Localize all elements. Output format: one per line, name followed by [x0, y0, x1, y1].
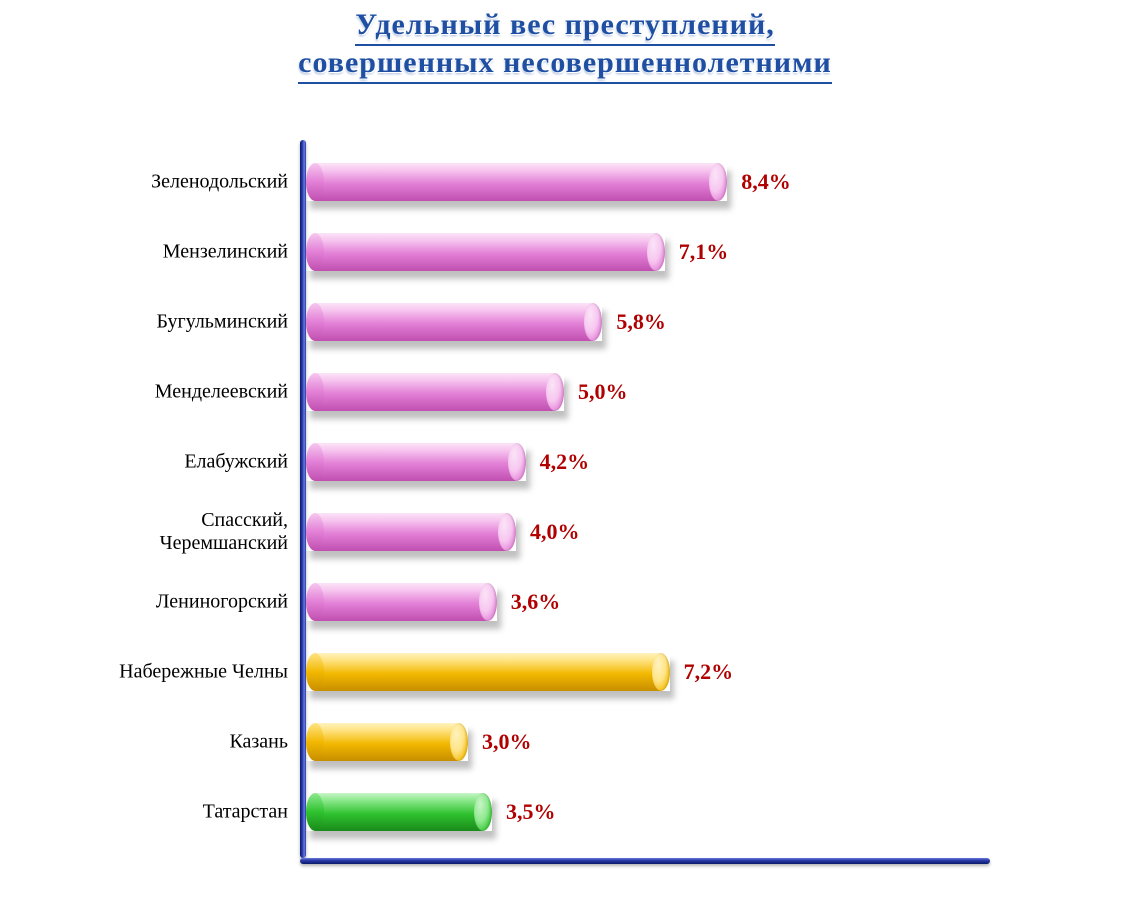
- category-label: Зеленодольский: [50, 171, 288, 194]
- bar: [306, 583, 497, 621]
- bar-body: [315, 583, 488, 621]
- bar: [306, 793, 492, 831]
- bar-chart: Зеленодольский 8,4% Мензелинский 7,1% Бугуль…: [50, 140, 1080, 870]
- category-label: Спасский, Черемшанский: [50, 509, 288, 555]
- bar-body: [315, 163, 718, 201]
- bar: [306, 723, 468, 761]
- bar: [306, 653, 670, 691]
- bar-cap-left: [306, 723, 324, 761]
- bar-body: [315, 793, 483, 831]
- value-label: 7,1%: [679, 239, 729, 265]
- value-label: 4,2%: [540, 449, 590, 475]
- bar: [306, 373, 564, 411]
- bar-cap-right: [647, 233, 665, 271]
- value-label: 3,0%: [482, 729, 532, 755]
- bar-body: [315, 233, 656, 271]
- bar-body: [315, 723, 459, 761]
- page: Удельный вес преступлений, совершенных н…: [0, 0, 1130, 901]
- bar-cap-left: [306, 513, 324, 551]
- bar: [306, 303, 602, 341]
- category-label: Татарстан: [50, 801, 288, 824]
- bar-cap-right: [652, 653, 670, 691]
- bar: [306, 443, 526, 481]
- category-label: Елабужский: [50, 451, 288, 474]
- value-label: 3,6%: [511, 589, 561, 615]
- x-axis: [300, 858, 990, 864]
- category-label: Бугульминский: [50, 311, 288, 334]
- value-label: 8,4%: [741, 169, 791, 195]
- bar-cap-right: [709, 163, 727, 201]
- category-label: Лениногорский: [50, 591, 288, 614]
- bar-cap-right: [474, 793, 492, 831]
- bar-body: [315, 443, 517, 481]
- bar-cap-right: [546, 373, 564, 411]
- bar-cap-right: [450, 723, 468, 761]
- bar-body: [315, 653, 661, 691]
- title-line-2: совершенных несовершеннолетними: [298, 46, 832, 84]
- bar-cap-left: [306, 583, 324, 621]
- value-label: 5,0%: [578, 379, 628, 405]
- bar: [306, 233, 665, 271]
- bar-cap-left: [306, 793, 324, 831]
- category-label: Казань: [50, 731, 288, 754]
- bar-cap-left: [306, 443, 324, 481]
- bar-cap-left: [306, 163, 324, 201]
- title-line-1: Удельный вес преступлений,: [355, 8, 775, 46]
- bar-cap-left: [306, 653, 324, 691]
- bar: [306, 513, 516, 551]
- bar-cap-right: [498, 513, 516, 551]
- value-label: 5,8%: [616, 309, 666, 335]
- bar-cap-left: [306, 373, 324, 411]
- bar-body: [315, 373, 555, 411]
- bar-cap-right: [479, 583, 497, 621]
- bar-body: [315, 513, 507, 551]
- category-label: Менделеевский: [50, 381, 288, 404]
- bar-cap-right: [508, 443, 526, 481]
- bar-cap-right: [584, 303, 602, 341]
- bar-cap-left: [306, 303, 324, 341]
- value-label: 4,0%: [530, 519, 580, 545]
- bar-cap-left: [306, 233, 324, 271]
- value-label: 7,2%: [684, 659, 734, 685]
- value-label: 3,5%: [506, 799, 556, 825]
- category-label: Набережные Челны: [50, 661, 288, 684]
- bar-body: [315, 303, 593, 341]
- bar: [306, 163, 727, 201]
- chart-title: Удельный вес преступлений, совершенных н…: [0, 0, 1130, 84]
- category-label: Мензелинский: [50, 241, 288, 264]
